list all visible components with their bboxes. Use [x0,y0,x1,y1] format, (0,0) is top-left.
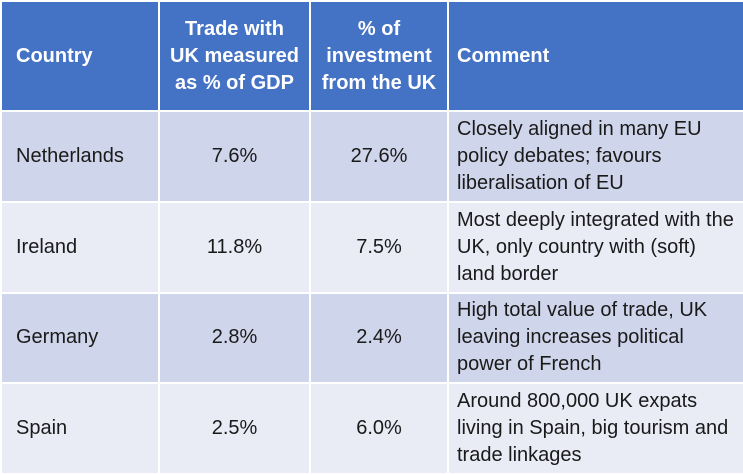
table-header: Country Trade with UK measured as % of G… [0,0,743,112]
table-row: Spain 2.5% 6.0% Around 800,000 UK expats… [0,382,743,475]
country-cell: Netherlands [0,110,160,203]
comment-cell: Most deeply integrated with the UK, only… [447,200,743,294]
investment-cell: 27.6% [309,110,449,203]
table-row: Germany 2.8% 2.4% High total value of tr… [0,291,743,385]
header-trade: Trade with UK measured as % of GDP [158,0,311,112]
table-body: Netherlands 7.6% 27.6% Closely aligned i… [0,110,743,475]
trade-cell: 2.8% [158,291,311,385]
comment-cell: Around 800,000 UK expats living in Spain… [447,382,743,475]
comment-cell: High total value of trade, UK leaving in… [447,291,743,385]
comment-cell: Closely aligned in many EU policy debate… [447,110,743,203]
header-investment: % of investment from the UK [309,0,449,112]
investment-cell: 2.4% [309,291,449,385]
header-country: Country [0,0,160,112]
country-cell: Spain [0,382,160,475]
investment-cell: 6.0% [309,382,449,475]
table-row: Ireland 11.8% 7.5% Most deeply integrate… [0,200,743,294]
trade-cell: 2.5% [158,382,311,475]
table-row: Netherlands 7.6% 27.6% Closely aligned i… [0,110,743,203]
trade-cell: 11.8% [158,200,311,294]
trade-cell: 7.6% [158,110,311,203]
header-row: Country Trade with UK measured as % of G… [0,0,743,112]
country-cell: Ireland [0,200,160,294]
header-comment: Comment [447,0,743,112]
country-cell: Germany [0,291,160,385]
investment-cell: 7.5% [309,200,449,294]
